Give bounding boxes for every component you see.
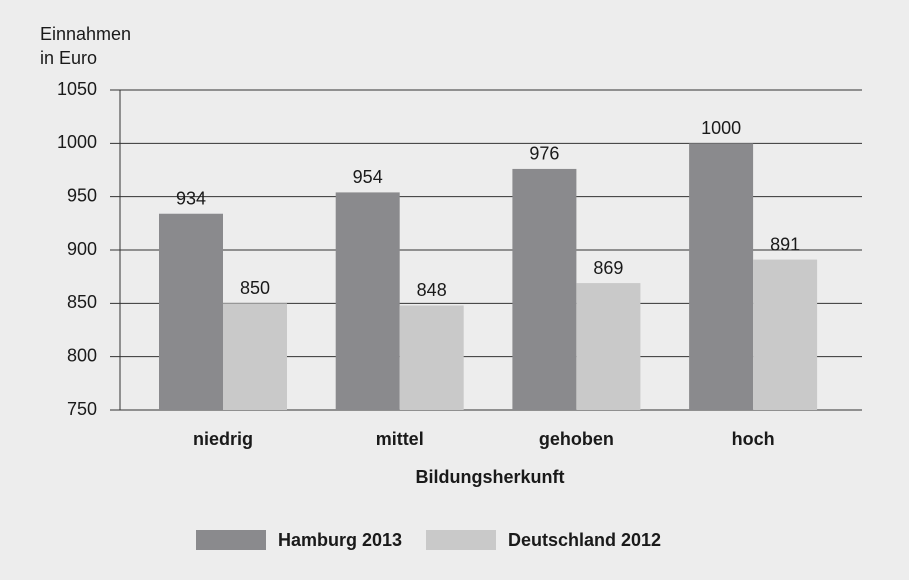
y-tick-label: 750: [67, 399, 97, 419]
x-tick-label: mittel: [376, 429, 424, 449]
data-label: 869: [593, 258, 623, 278]
data-label: 1000: [701, 118, 741, 138]
y-tick-label: 1050: [57, 79, 97, 99]
data-label: 954: [353, 167, 383, 187]
bar: [753, 259, 818, 410]
bar: [576, 283, 641, 410]
data-label: 934: [176, 188, 206, 208]
x-tick-label: hoch: [732, 429, 775, 449]
y-tick-label: 850: [67, 292, 97, 312]
y-tick-label: 900: [67, 239, 97, 259]
x-tick-label: niedrig: [193, 429, 253, 449]
y-tick-label: 950: [67, 185, 97, 205]
data-label: 891: [770, 234, 800, 254]
x-axis-label: Bildungsherkunft: [416, 467, 565, 487]
legend-label: Hamburg 2013: [278, 530, 402, 550]
y-tick-label: 1000: [57, 132, 97, 152]
bar: [399, 305, 464, 410]
legend-label: Deutschland 2012: [508, 530, 661, 550]
bar: [159, 213, 223, 410]
legend-swatch: [426, 530, 496, 550]
data-label: 848: [417, 280, 447, 300]
y-axis-label: Einnahmen: [40, 24, 131, 44]
bar: [335, 192, 400, 410]
legend-swatch: [196, 530, 266, 550]
bar: [689, 143, 754, 411]
bar: [223, 303, 287, 410]
y-tick-label: 800: [67, 345, 97, 365]
bar: [512, 168, 577, 410]
x-tick-label: gehoben: [539, 429, 614, 449]
y-axis-label: in Euro: [40, 48, 97, 68]
data-label: 850: [240, 278, 270, 298]
data-label: 976: [529, 144, 559, 164]
